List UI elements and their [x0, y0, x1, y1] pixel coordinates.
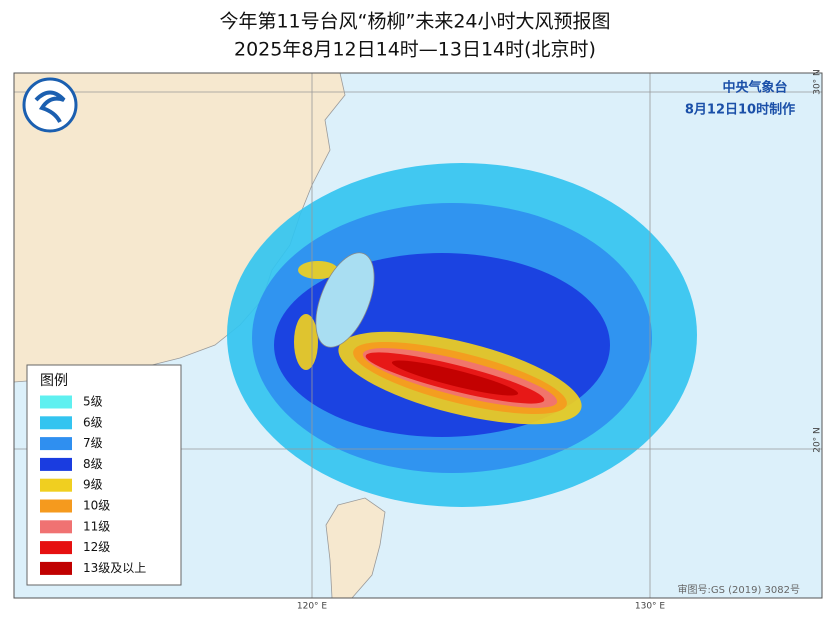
- legend-label: 11级: [83, 519, 110, 533]
- legend-label: 9级: [83, 478, 103, 492]
- legend: 图例 5级 6级 7级 8级 9级 10级 11级 12级 13级及以上: [26, 364, 182, 586]
- legend-label: 6级: [83, 415, 103, 429]
- legend-swatch: [40, 541, 72, 555]
- legend-label: 13级及以上: [83, 561, 146, 575]
- legend-swatch: [40, 561, 72, 575]
- legend-swatch: [40, 499, 72, 513]
- legend-title: 图例: [40, 373, 68, 389]
- luzon: [325, 497, 386, 598]
- legend-label: 8级: [83, 457, 103, 471]
- issue-time: 8月12日10时制作: [685, 102, 795, 118]
- legend-label: 10级: [83, 499, 110, 513]
- legend-swatch: [40, 416, 72, 430]
- wind-zone: [391, 360, 519, 396]
- wind-zones: [227, 163, 697, 507]
- lat-label: 30° N: [813, 69, 823, 95]
- legend-label: 7级: [83, 436, 103, 450]
- logo: [22, 77, 78, 133]
- legend-swatch: [40, 457, 72, 471]
- taiwan: [315, 252, 375, 348]
- wind-zone: [294, 314, 318, 370]
- map-frame: [13, 72, 823, 599]
- lat-label: 20° N: [813, 427, 823, 453]
- legend-swatch: [40, 395, 72, 409]
- subtitle: 2025年8月12日14时—13日14时(北京时): [234, 39, 596, 61]
- title: 今年第11号台风“杨柳”未来24小时大风预报图: [219, 11, 610, 33]
- legend-swatch: [40, 478, 72, 492]
- approval-number: 审图号:GS (2019) 3082号: [677, 583, 800, 596]
- agency: 中央气象台: [722, 80, 787, 96]
- wind-zone: [298, 261, 338, 279]
- legend-swatch: [40, 437, 72, 451]
- lon-label: 130° E: [635, 602, 666, 612]
- legend-swatch: [40, 520, 72, 534]
- legend-label: 12级: [83, 540, 110, 554]
- lon-label: 120° E: [297, 602, 328, 612]
- legend-label: 5级: [83, 395, 103, 409]
